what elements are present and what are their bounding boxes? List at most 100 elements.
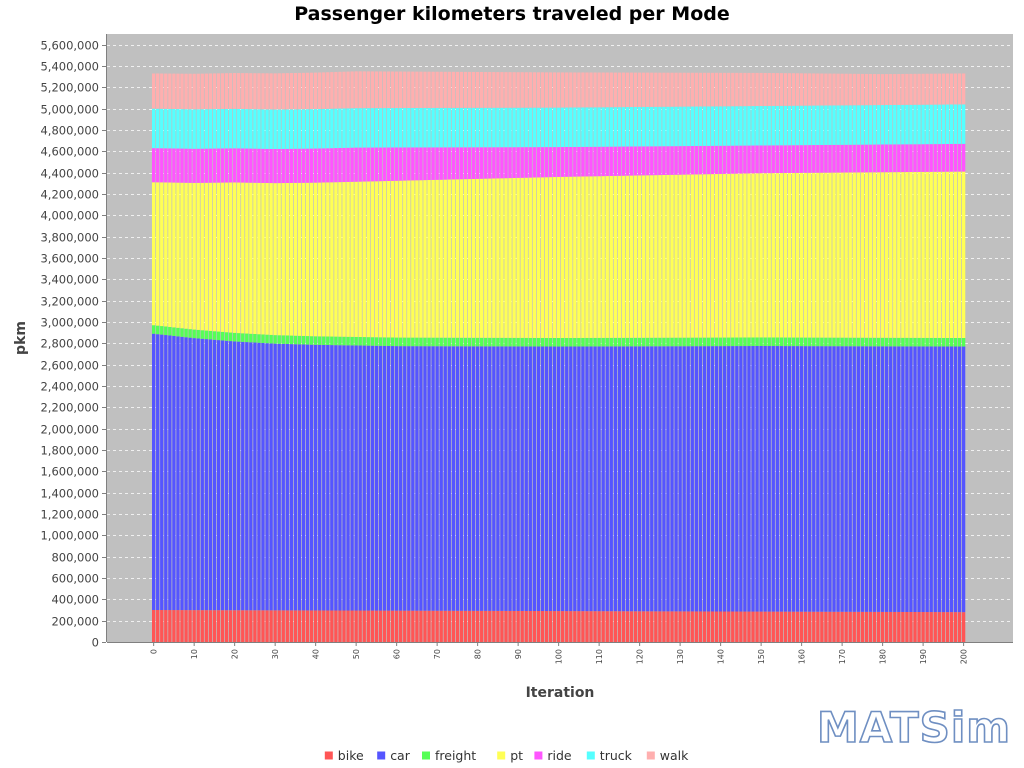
bar-segment-walk	[779, 73, 784, 106]
bar-segment-car	[281, 343, 285, 611]
bar-segment-freight	[597, 337, 601, 347]
bar-segment-freight	[925, 337, 929, 347]
bar-segment-truck	[690, 106, 694, 147]
bar-segment-bike	[390, 610, 395, 642]
bar-segment-ride	[625, 146, 630, 176]
bar-segment-walk	[957, 73, 962, 105]
bar-segment-car	[399, 346, 403, 611]
bar-segment-walk	[253, 73, 257, 110]
bar-segment-freight	[581, 337, 585, 347]
bar-segment-walk	[370, 71, 375, 109]
legend-swatch-truck	[586, 751, 595, 760]
bar-segment-pt	[354, 181, 358, 337]
bar-segment-pt	[662, 174, 666, 338]
bar-segment-pt	[273, 183, 277, 336]
bar-segment-car	[897, 346, 901, 612]
bar-segment-bike	[621, 611, 626, 642]
bar-segment-walk	[556, 72, 561, 108]
bar-segment-walk	[475, 71, 480, 108]
bar-segment-walk	[427, 71, 431, 108]
bar-segment-walk	[775, 73, 779, 106]
bar-segment-ride	[775, 145, 779, 174]
bar-segment-pt	[832, 172, 836, 338]
bar-segment-bike	[581, 611, 585, 642]
bar-segment-bike	[548, 611, 553, 642]
bar-segment-ride	[305, 148, 310, 183]
bar-segment-walk	[496, 72, 500, 108]
bar-segment-car	[212, 339, 217, 611]
bar-segment-truck	[370, 108, 375, 148]
bar-segment-car	[285, 344, 289, 611]
bar-segment-walk	[168, 73, 172, 109]
bar-segment-car	[512, 346, 516, 611]
bar-segment-pt	[949, 171, 954, 338]
bar-segment-bike	[795, 611, 800, 642]
bar-segment-truck	[443, 107, 447, 148]
bar-segment-ride	[824, 144, 828, 173]
bar-segment-freight	[257, 334, 261, 343]
bar-segment-freight	[771, 337, 775, 347]
bar-segment-car	[318, 344, 322, 611]
bar-segment-pt	[601, 176, 605, 338]
bar-segment-bike	[945, 612, 950, 642]
bar-segment-pt	[520, 177, 524, 338]
bar-segment-walk	[633, 72, 638, 107]
bar-segment-truck	[743, 106, 747, 146]
bar-segment-walk	[909, 73, 913, 105]
bar-segment-ride	[642, 146, 646, 176]
bar-segment-pt	[775, 173, 779, 338]
bar-segment-freight	[439, 337, 443, 347]
bar-segment-bike	[224, 610, 229, 642]
bar-segment-ride	[808, 145, 812, 173]
bar-segment-freight	[706, 337, 711, 347]
bar-segment-freight	[585, 337, 589, 347]
bar-segment-walk	[880, 74, 885, 106]
bar-segment-walk	[156, 73, 160, 109]
bar-segment-truck	[917, 104, 921, 145]
bar-segment-ride	[787, 145, 792, 173]
bar-segment-car	[727, 346, 731, 612]
bar-segment-truck	[536, 107, 541, 148]
bar-segment-walk	[411, 71, 415, 108]
bar-segment-walk	[723, 72, 727, 107]
y-tick-label: 2,400,000	[40, 380, 99, 394]
bar-segment-walk	[929, 73, 933, 105]
bar-segment-pt	[577, 176, 581, 338]
bar-segment-truck	[382, 108, 387, 148]
bar-segment-ride	[601, 146, 605, 177]
bar-segment-walk	[419, 71, 423, 108]
bar-segment-bike	[718, 611, 723, 642]
bar-segment-walk	[714, 72, 719, 107]
bar-segment-pt	[617, 175, 622, 338]
bar-segment-pt	[269, 183, 273, 335]
bar-segment-walk	[913, 73, 917, 105]
bar-segment-car	[289, 344, 294, 611]
bar-segment-freight	[164, 326, 168, 336]
bar-segment-car	[824, 346, 828, 612]
bar-segment-pt	[779, 173, 784, 338]
bar-segment-freight	[192, 329, 196, 339]
bar-segment-bike	[706, 611, 711, 642]
bar-segment-car	[447, 346, 451, 611]
bar-segment-pt	[812, 172, 816, 338]
bar-segment-car	[832, 346, 836, 612]
bar-segment-pt	[852, 172, 856, 338]
bar-segment-walk	[751, 72, 755, 107]
bar-segment-walk	[188, 73, 192, 110]
bar-segment-ride	[176, 148, 180, 183]
bar-segment-walk	[844, 73, 848, 106]
bar-segment-truck	[723, 106, 727, 146]
bar-segment-bike	[334, 610, 338, 642]
bar-segment-bike	[180, 610, 184, 642]
bar-segment-ride	[475, 147, 480, 179]
bar-segment-truck	[152, 108, 156, 149]
bar-segment-walk	[354, 71, 358, 109]
bar-segment-ride	[690, 146, 694, 175]
bar-segment-pt	[731, 173, 735, 338]
bar-segment-car	[901, 346, 905, 612]
bar-segment-ride	[512, 147, 516, 178]
bar-segment-truck	[196, 109, 200, 149]
bar-segment-ride	[674, 146, 678, 175]
bar-segment-truck	[439, 107, 443, 148]
bar-segment-ride	[350, 147, 354, 182]
